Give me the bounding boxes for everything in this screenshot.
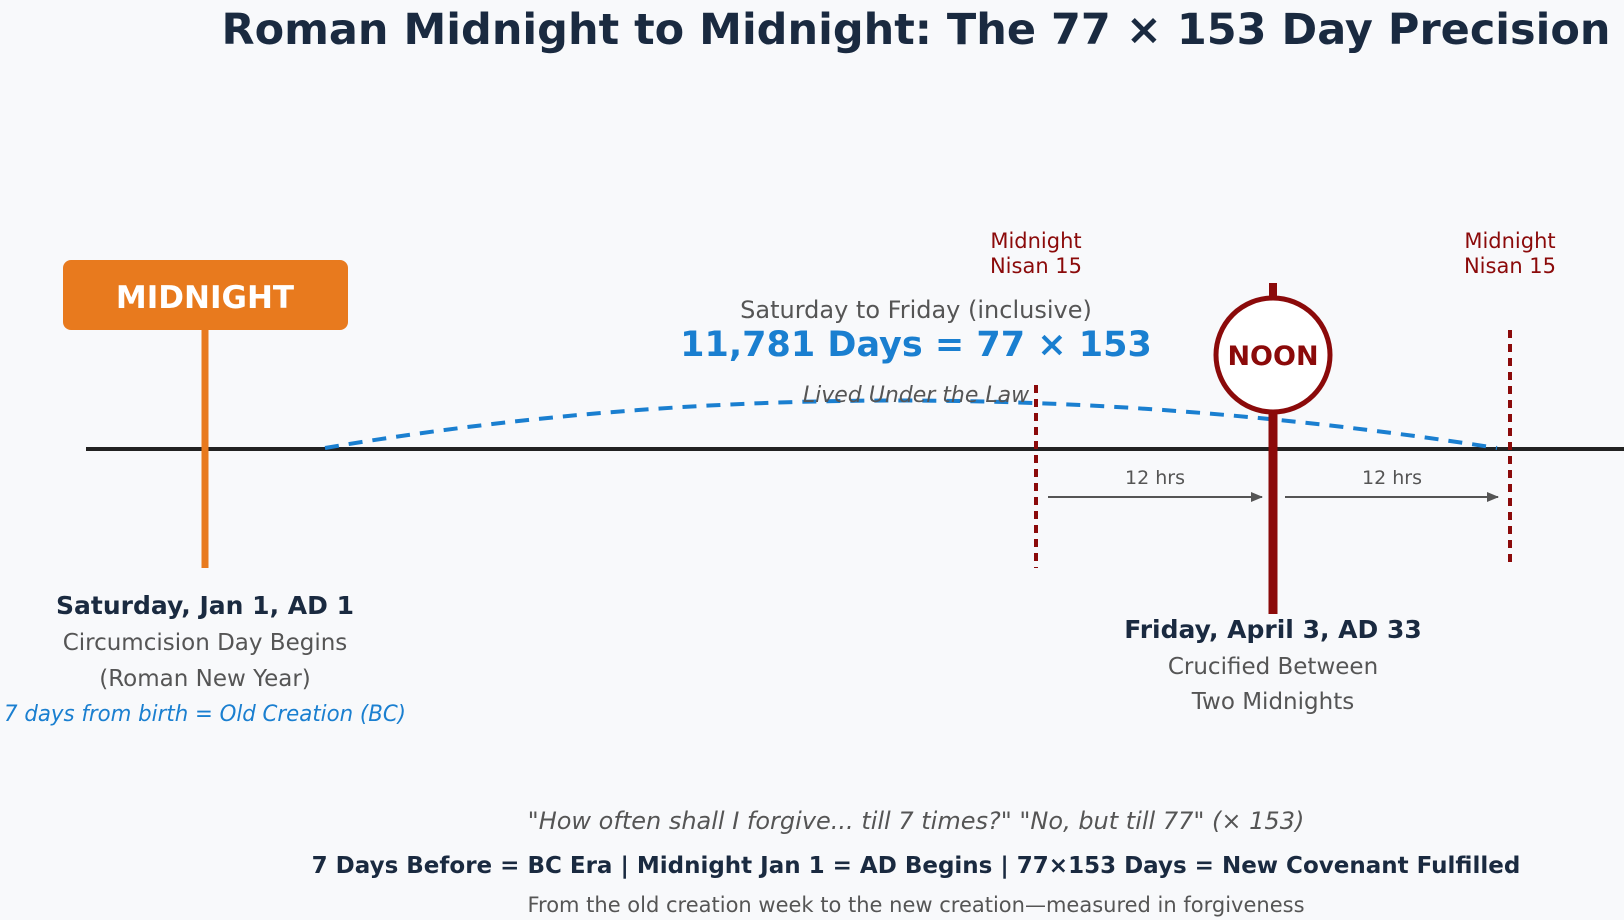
page-title: Roman Midnight to Midnight: The 77 × 153…	[221, 5, 1610, 55]
noon-label: NOON	[1227, 341, 1318, 372]
midnight-box	[63, 260, 348, 330]
start-event-date: Saturday, Jan 1, AD 1	[56, 591, 354, 620]
footer-tagline: From the old creation week to the new cr…	[527, 893, 1304, 917]
span-arc	[324, 398, 1498, 450]
noon-circle	[1213, 295, 1333, 415]
midnight-right-line1: Midnight	[1464, 229, 1555, 253]
end-event-line2: Two Midnights	[1191, 689, 1354, 715]
interval-right-label: 12 hrs	[1362, 467, 1422, 489]
midnight-box-label: MIDNIGHT	[116, 280, 294, 316]
footer-quote: "How often shall I forgive... till 7 tim…	[528, 807, 1305, 835]
start-event-note: 7 days from birth = Old Creation (BC)	[4, 702, 406, 727]
span-caption: Saturday to Friday (inclusive)	[740, 296, 1092, 324]
midnight-right-line2: Nisan 15	[1464, 254, 1556, 278]
interval-left-label: 12 hrs	[1125, 467, 1185, 489]
span-value: 11,781 Days = 77 × 153	[680, 325, 1152, 365]
span-note: Lived Under the Law	[803, 383, 1030, 408]
start-event-line1: Circumcision Day Begins	[63, 630, 348, 656]
midnight-left-line1: Midnight	[990, 229, 1081, 253]
footer-summary: 7 Days Before = BC Era | Midnight Jan 1 …	[312, 853, 1521, 879]
end-event-line1: Crucified Between	[1168, 654, 1378, 680]
start-event-line2: (Roman New Year)	[99, 666, 311, 692]
end-event-date: Friday, April 3, AD 33	[1124, 615, 1422, 644]
midnight-left-line2: Nisan 15	[990, 254, 1082, 278]
